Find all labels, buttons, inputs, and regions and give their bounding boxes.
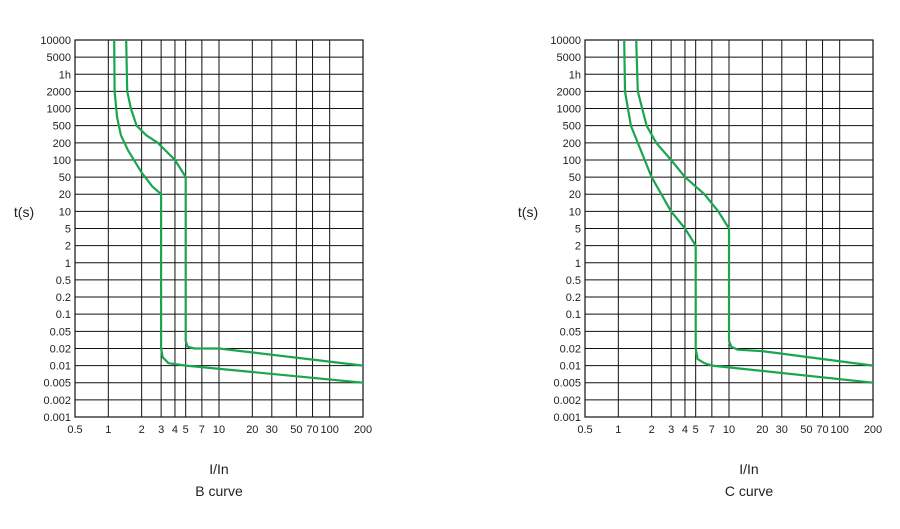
x-tick-label: 5 xyxy=(183,424,189,436)
y-tick-label: 0.1 xyxy=(56,309,71,321)
y-tick-label: 0.01 xyxy=(560,361,581,373)
y-tick-label: 1 xyxy=(65,258,71,270)
y-tick-label: 1 xyxy=(575,258,581,270)
y-tick-label: 20 xyxy=(569,189,581,201)
y-tick-label: 500 xyxy=(563,121,581,133)
y-tick-label: 2 xyxy=(65,241,71,253)
y-tick-label: 5000 xyxy=(557,52,581,64)
x-tick-label: 10 xyxy=(213,424,225,436)
chart-b-curve: 10000 5000 1h 2000 1000 500 200 100 50 20 10 5 2 1 0.5… xyxy=(14,35,372,499)
y-tick-label: 0.02 xyxy=(560,343,581,355)
y-tick-label: 200 xyxy=(563,138,581,150)
y-tick-label: 10000 xyxy=(550,35,581,47)
y-tick-label: 500 xyxy=(53,121,71,133)
y-tick-label: 0.01 xyxy=(50,361,71,373)
y-tick-label: 1h xyxy=(569,69,581,81)
x-tick-label: 200 xyxy=(864,424,882,436)
y-tick-label: 1000 xyxy=(557,104,581,116)
chart-caption: C curve xyxy=(725,483,773,499)
x-tick-label: 7 xyxy=(709,424,715,436)
y-tick-label: 0.02 xyxy=(50,343,71,355)
x-tick-label: 100 xyxy=(321,424,339,436)
y-tick-label: 0.001 xyxy=(553,412,581,424)
y-tick-label: 200 xyxy=(53,138,71,150)
chart-caption: B curve xyxy=(195,483,243,499)
x-tick-label: 70 xyxy=(306,424,318,436)
y-axis-label: t(s) xyxy=(14,204,34,220)
y-tick-label: 0.2 xyxy=(566,292,581,304)
y-tick-label: 20 xyxy=(59,189,71,201)
x-tick-label: 4 xyxy=(682,424,688,436)
x-tick-label: 3 xyxy=(668,424,674,436)
y-axis-label: t(s) xyxy=(518,204,538,220)
x-tick-label: 50 xyxy=(290,424,302,436)
y-tick-label: 50 xyxy=(59,172,71,184)
y-tick-label: 1h xyxy=(59,69,71,81)
x-tick-label: 2 xyxy=(649,424,655,436)
y-tick-label: 0.05 xyxy=(50,326,71,338)
series-line-1 xyxy=(113,39,364,384)
x-tick-label: 70 xyxy=(816,424,828,436)
y-tick-label: 10 xyxy=(569,206,581,218)
x-tick-label: 1 xyxy=(615,424,621,436)
y-tick-label: 100 xyxy=(563,155,581,167)
y-tick-label: 5 xyxy=(575,224,581,236)
x-tick-label: 100 xyxy=(831,424,849,436)
x-tick-label: 20 xyxy=(756,424,768,436)
x-tick-label: 2 xyxy=(139,424,145,436)
y-tick-label: 0.005 xyxy=(553,378,581,390)
x-tick-label: 20 xyxy=(246,424,258,436)
y-tick-label: 0.5 xyxy=(566,275,581,287)
x-tick-label: 1 xyxy=(105,424,111,436)
x-tick-label: 0.5 xyxy=(67,424,82,436)
x-tick-label: 30 xyxy=(266,424,278,436)
y-tick-label: 5000 xyxy=(47,52,71,64)
series-line-2 xyxy=(125,39,364,367)
plot-frame xyxy=(74,39,364,418)
y-tick-label: 0.05 xyxy=(560,326,581,338)
x-tick-label: 5 xyxy=(693,424,699,436)
x-axis-label: I/In xyxy=(739,461,758,477)
y-tick-label: 50 xyxy=(569,172,581,184)
x-tick-label: 200 xyxy=(354,424,372,436)
y-tick-label: 0.2 xyxy=(56,292,71,304)
y-tick-label: 5 xyxy=(65,224,71,236)
y-tick-label: 0.005 xyxy=(43,378,71,390)
y-tick-label: 2000 xyxy=(557,86,581,98)
plot-frame xyxy=(584,39,874,418)
y-tick-label: 0.002 xyxy=(553,395,581,407)
x-tick-label: 50 xyxy=(800,424,812,436)
x-axis-label: I/In xyxy=(209,461,228,477)
y-tick-label: 0.001 xyxy=(43,412,71,424)
y-tick-label: 10000 xyxy=(40,35,71,47)
y-tick-label: 2000 xyxy=(47,86,71,98)
x-tick-label: 0.5 xyxy=(577,424,592,436)
chart-c-curve: 10000 5000 1h 2000 1000 500 200 100 50 20 10 5 2 1 0.5… xyxy=(518,35,882,499)
x-tick-label: 3 xyxy=(158,424,164,436)
y-tick-label: 100 xyxy=(53,155,71,167)
y-tick-label: 0.1 xyxy=(566,309,581,321)
x-tick-label: 10 xyxy=(723,424,735,436)
series-line-1 xyxy=(623,39,874,384)
x-tick-label: 7 xyxy=(199,424,205,436)
x-tick-label: 30 xyxy=(776,424,788,436)
y-tick-label: 2 xyxy=(575,241,581,253)
x-tick-label: 4 xyxy=(172,424,178,436)
y-tick-label: 0.002 xyxy=(43,395,71,407)
y-tick-label: 1000 xyxy=(47,104,71,116)
y-tick-label: 0.5 xyxy=(56,275,71,287)
y-tick-label: 10 xyxy=(59,206,71,218)
series-line-2 xyxy=(635,39,874,367)
